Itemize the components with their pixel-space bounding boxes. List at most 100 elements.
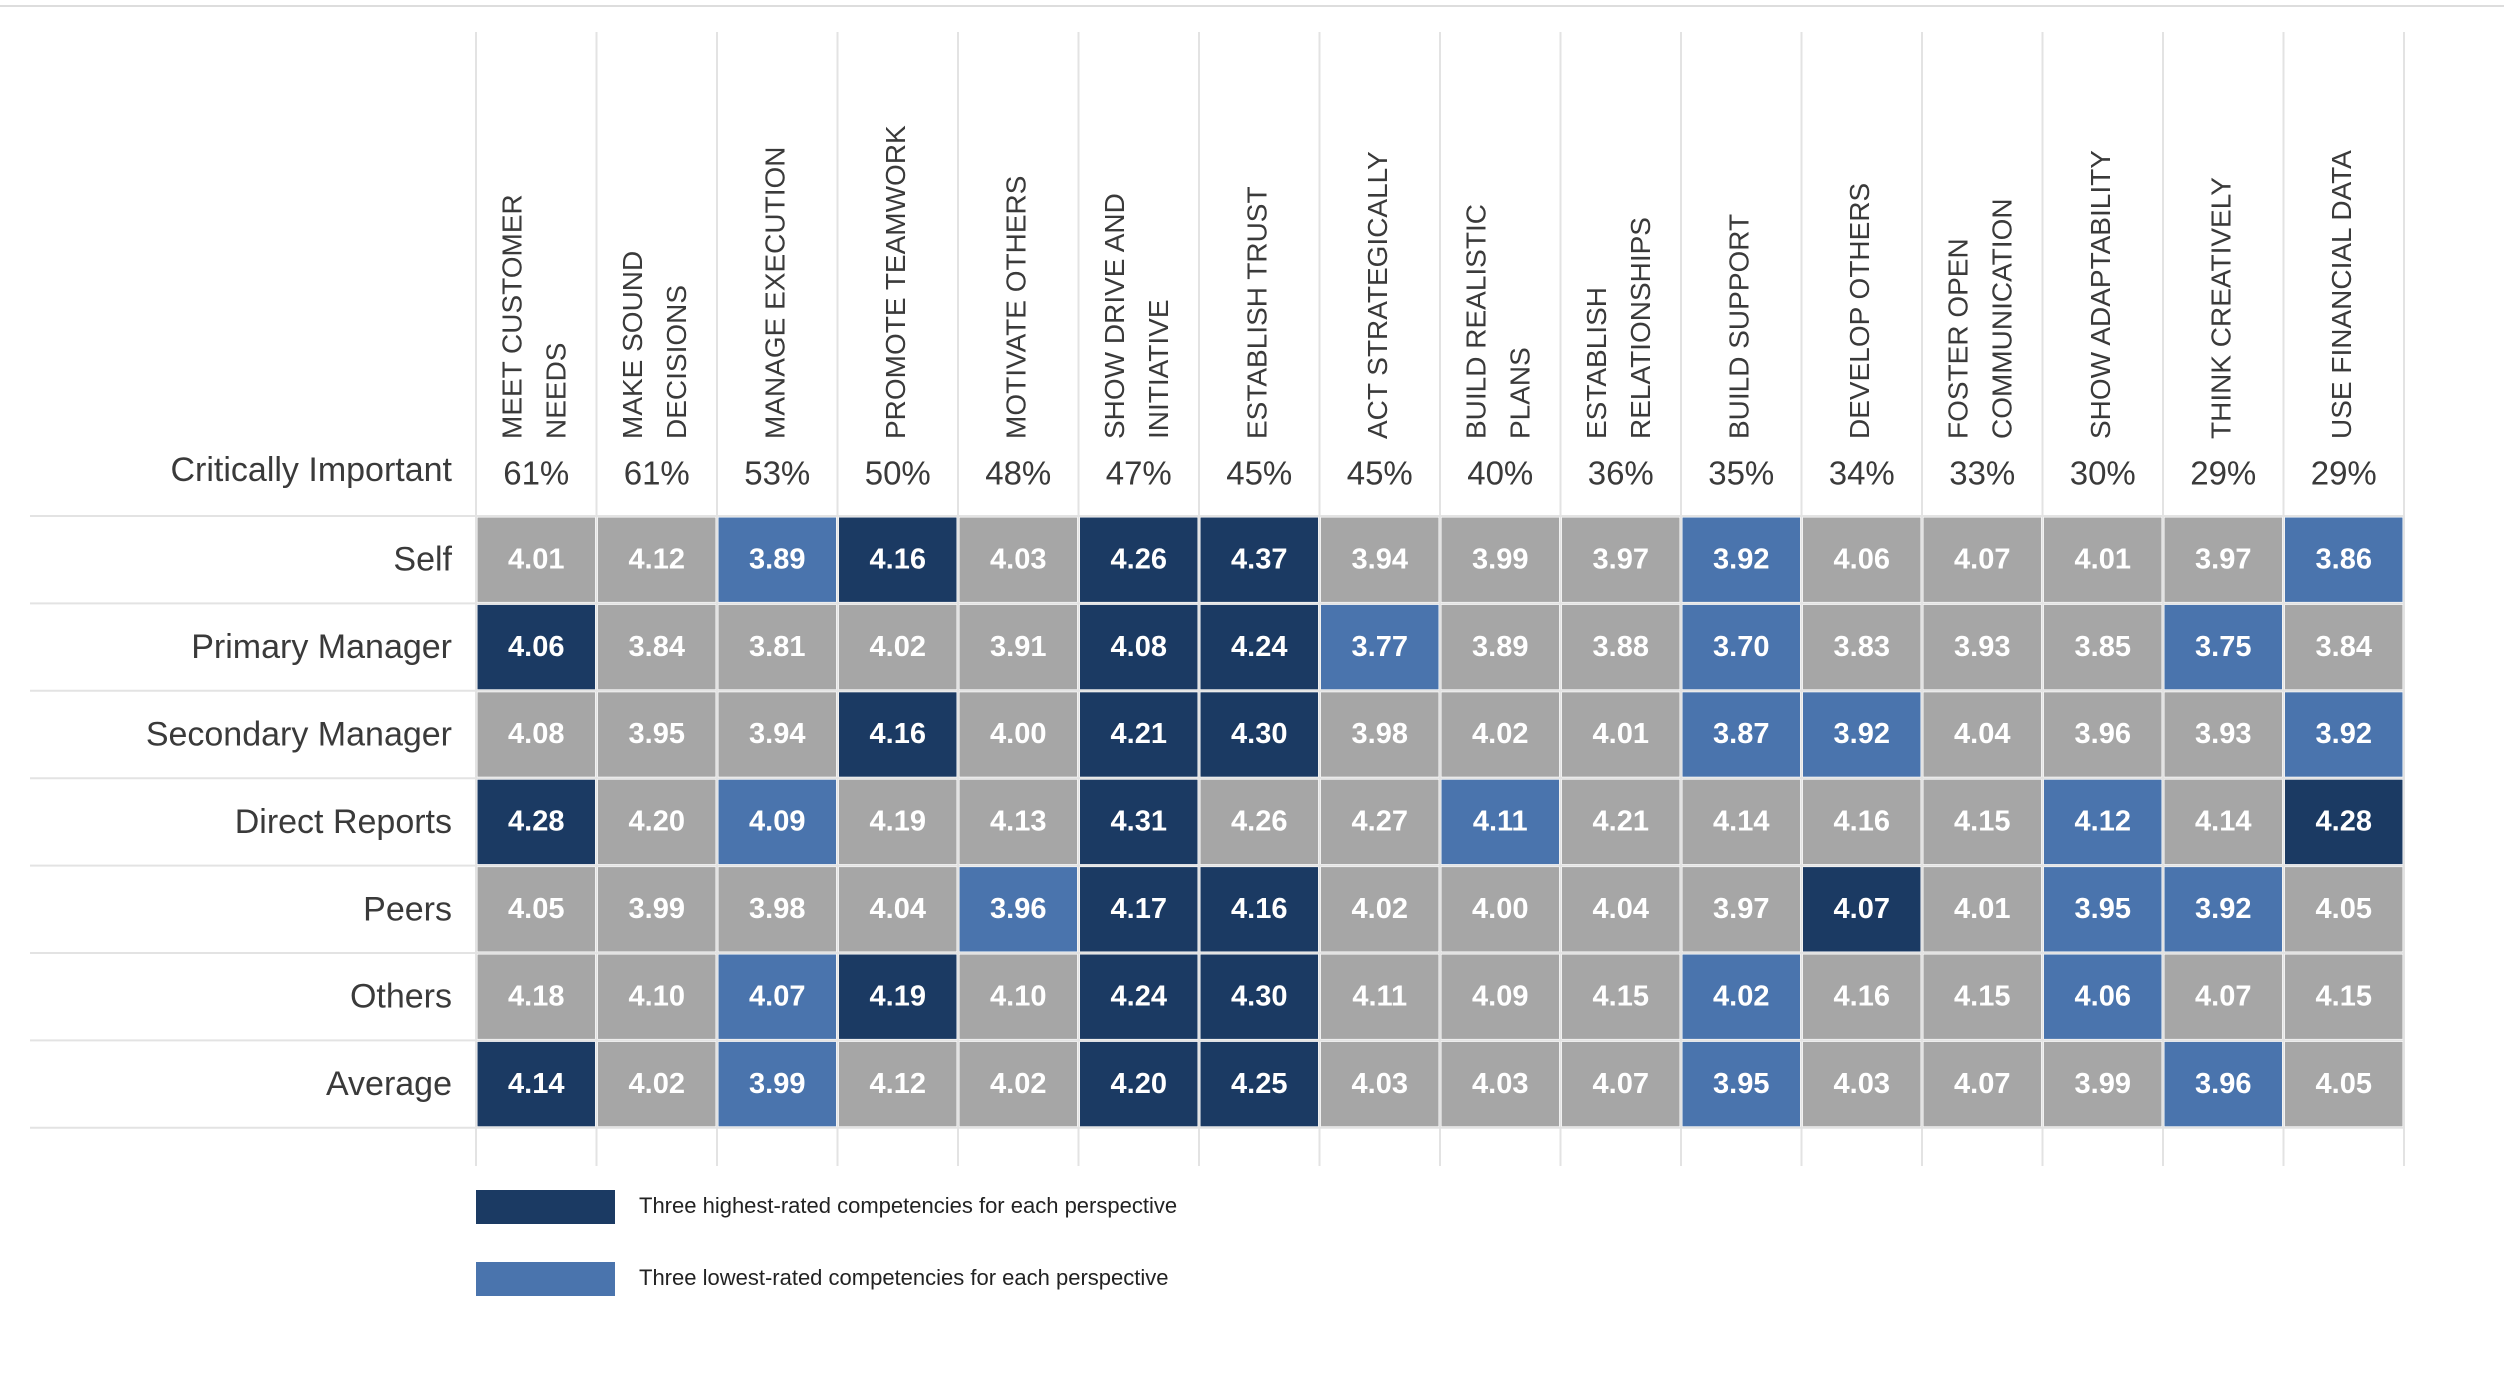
- cell-value: 4.16: [870, 543, 926, 575]
- cell-value: 3.98: [749, 893, 805, 925]
- cell-value: 3.99: [629, 893, 685, 925]
- row-label: Average: [326, 1065, 452, 1103]
- heat-cell: [1441, 604, 1559, 690]
- column-label: PLANS: [1505, 347, 1536, 439]
- cell-value: 4.06: [508, 631, 564, 663]
- heat-cell: [959, 692, 1077, 777]
- heat-cell: [1441, 517, 1559, 602]
- cell-value: 3.94: [749, 718, 805, 750]
- cell-value: 4.21: [1593, 806, 1649, 838]
- cell-value: 4.02: [1713, 980, 1769, 1012]
- cell-value: 4.16: [1231, 893, 1287, 925]
- column-label: PROMOTE TEAMWORK: [880, 125, 911, 439]
- cell-value: 4.04: [870, 893, 926, 925]
- cell-value: 3.93: [2195, 718, 2251, 750]
- column-label: MANAGE EXECUTION: [760, 147, 791, 439]
- heat-cell: [1562, 517, 1680, 602]
- heat-cell: [1562, 692, 1680, 777]
- cell-value: 3.98: [1352, 718, 1408, 750]
- cell-value: 4.27: [1352, 806, 1408, 838]
- heat-cell: [1441, 954, 1559, 1039]
- heat-cell: [598, 692, 716, 777]
- importance-label: 48%: [985, 455, 1051, 492]
- cell-value: 4.01: [508, 543, 564, 575]
- cell-value: 3.95: [1713, 1068, 1769, 1100]
- heat-cell: [1321, 604, 1439, 690]
- heat-cell: [1803, 604, 1921, 690]
- column-label: BUILD REALISTIC: [1461, 204, 1492, 439]
- heat-cell: [1080, 1041, 1198, 1127]
- column-label: MOTIVATE OTHERS: [1001, 176, 1032, 439]
- heat-cell: [2044, 954, 2162, 1039]
- cell-value: 3.92: [2195, 893, 2251, 925]
- heat-cell: [718, 1041, 836, 1127]
- cell-value: 4.07: [2195, 980, 2251, 1012]
- heat-cell: [1682, 517, 1800, 602]
- heat-cell: [1682, 692, 1800, 777]
- column-label: FOSTER OPEN: [1943, 238, 1974, 439]
- cell-value: 3.92: [1713, 543, 1769, 575]
- cell-value: 3.95: [2075, 893, 2131, 925]
- cell-value: 3.99: [2075, 1068, 2131, 1100]
- heat-cell: [1923, 954, 2041, 1039]
- heat-cell: [1200, 779, 1318, 865]
- heat-cell: [1200, 517, 1318, 602]
- heat-cell: [2044, 517, 2162, 602]
- heat-cell: [1080, 604, 1198, 690]
- cell-value: 4.01: [2075, 543, 2131, 575]
- cell-value: 4.06: [2075, 980, 2131, 1012]
- heat-cell: [2285, 867, 2403, 952]
- cell-value: 4.05: [508, 893, 564, 925]
- cell-value: 4.17: [1111, 893, 1167, 925]
- cell-value: 4.25: [1231, 1068, 1287, 1100]
- importance-label: 45%: [1226, 455, 1292, 492]
- cell-value: 4.03: [1834, 1068, 1890, 1100]
- cell-value: 4.31: [1111, 806, 1167, 838]
- cell-value: 3.94: [1352, 543, 1408, 575]
- heat-cell: [2164, 867, 2282, 952]
- cell-value: 4.20: [1111, 1068, 1167, 1100]
- heat-cell: [959, 867, 1077, 952]
- cell-value: 3.93: [1954, 631, 2010, 663]
- heat-cell: [1682, 779, 1800, 865]
- heat-cell: [477, 867, 595, 952]
- heat-cell: [1923, 604, 2041, 690]
- heat-cell: [1200, 604, 1318, 690]
- row-label: Primary Manager: [191, 628, 452, 666]
- importance-label: 29%: [2311, 455, 2377, 492]
- cell-value: 4.30: [1231, 980, 1287, 1012]
- heat-cell: [2164, 604, 2282, 690]
- cell-value: 3.77: [1352, 631, 1408, 663]
- heat-cell: [598, 604, 716, 690]
- cell-value: 4.14: [2195, 806, 2251, 838]
- cell-value: 4.16: [1834, 806, 1890, 838]
- column-label: ACT STRATEGICALLY: [1362, 151, 1393, 439]
- cell-value: 3.75: [2195, 631, 2251, 663]
- heat-cell: [1441, 779, 1559, 865]
- column-label: DECISIONS: [661, 285, 692, 439]
- column-label: USE FINANCIAL DATA: [2326, 150, 2357, 439]
- importance-label: 50%: [865, 455, 931, 492]
- heat-cell: [1080, 954, 1198, 1039]
- heat-cell: [839, 604, 957, 690]
- heat-cell: [1080, 779, 1198, 865]
- cell-value: 4.20: [629, 806, 685, 838]
- cell-value: 3.85: [2075, 631, 2131, 663]
- column-label: THINK CREATIVELY: [2206, 177, 2237, 439]
- heat-cell: [1682, 867, 1800, 952]
- heat-cell: [839, 692, 957, 777]
- column-label: DEVELOP OTHERS: [1844, 183, 1875, 439]
- cell-value: 4.06: [1834, 543, 1890, 575]
- column-label: SHOW DRIVE AND: [1099, 193, 1130, 439]
- heat-cell: [1080, 867, 1198, 952]
- cell-value: 3.96: [2075, 718, 2131, 750]
- heat-cell: [2285, 954, 2403, 1039]
- importance-label: 29%: [2190, 455, 2256, 492]
- cell-value: 3.89: [749, 543, 805, 575]
- heat-cell: [718, 867, 836, 952]
- cell-value: 3.83: [1834, 631, 1890, 663]
- heat-cell: [1803, 1041, 1921, 1127]
- cell-value: 4.07: [1593, 1068, 1649, 1100]
- cell-value: 4.12: [2075, 806, 2131, 838]
- heat-cell: [1321, 517, 1439, 602]
